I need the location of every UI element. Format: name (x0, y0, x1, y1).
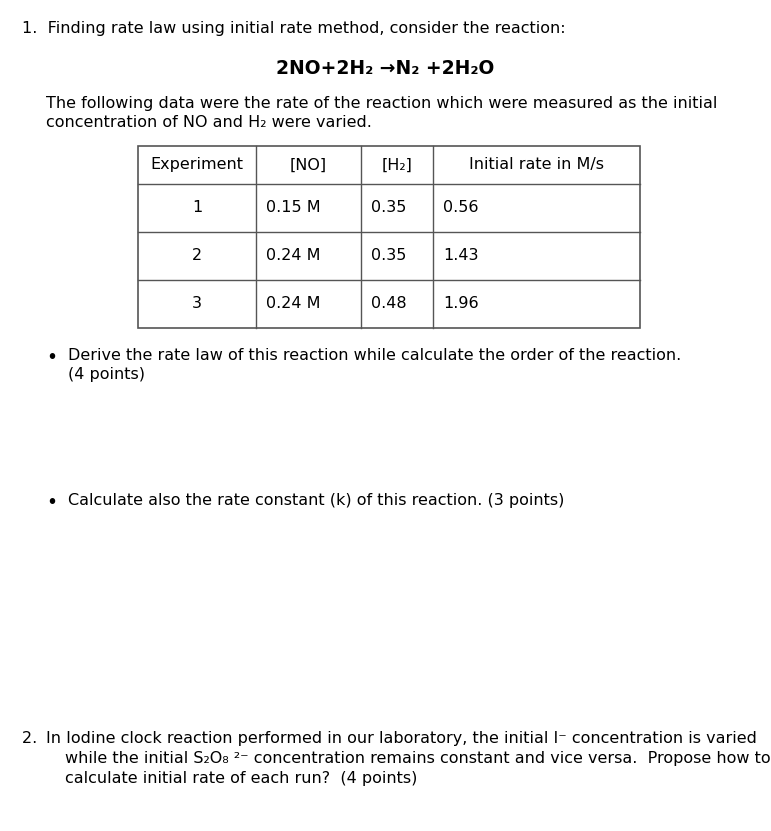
Text: 1.96: 1.96 (443, 297, 479, 312)
Text: concentration of NO and H₂ were varied.: concentration of NO and H₂ were varied. (46, 115, 372, 130)
Text: In Iodine clock reaction performed in our laboratory, the initial I⁻ concentrati: In Iodine clock reaction performed in ou… (46, 731, 757, 746)
Text: [NO]: [NO] (290, 158, 327, 173)
Text: Experiment: Experiment (150, 158, 244, 173)
Text: Calculate also the rate constant (k) of this reaction. (3 points): Calculate also the rate constant (k) of … (68, 493, 564, 508)
Text: Initial rate in M/s: Initial rate in M/s (469, 158, 604, 173)
Text: 2: 2 (192, 248, 202, 263)
Text: 3: 3 (192, 297, 202, 312)
Text: 0.24 M: 0.24 M (266, 248, 321, 263)
Text: 0.35: 0.35 (371, 248, 406, 263)
Text: Derive the rate law of this reaction while calculate the order of the reaction.: Derive the rate law of this reaction whi… (68, 348, 682, 363)
Text: 0.15 M: 0.15 M (266, 200, 321, 215)
Text: 1: 1 (192, 200, 202, 215)
Text: 0.56: 0.56 (443, 200, 479, 215)
Text: (4 points): (4 points) (68, 367, 145, 382)
Text: while the initial S₂O₈ ²⁻ concentration remains constant and vice versa.  Propos: while the initial S₂O₈ ²⁻ concentration … (65, 751, 771, 766)
Text: calculate initial rate of each run?  (4 points): calculate initial rate of each run? (4 p… (65, 771, 417, 786)
Bar (138, 146, 640, 328)
Text: 0.24 M: 0.24 M (266, 297, 321, 312)
Text: •: • (46, 493, 57, 512)
Text: 2NO+2H₂ →N₂ +2H₂O: 2NO+2H₂ →N₂ +2H₂O (276, 59, 494, 78)
Text: 0.35: 0.35 (371, 200, 406, 215)
Text: 1.43: 1.43 (443, 248, 479, 263)
Text: 1.  Finding rate law using initial rate method, consider the reaction:: 1. Finding rate law using initial rate m… (22, 21, 566, 36)
Text: The following data were the rate of the reaction which were measured as the init: The following data were the rate of the … (46, 96, 717, 111)
Text: •: • (46, 348, 57, 367)
Text: [H₂]: [H₂] (382, 158, 412, 173)
Text: 2.: 2. (22, 731, 48, 746)
Text: 0.48: 0.48 (371, 297, 406, 312)
